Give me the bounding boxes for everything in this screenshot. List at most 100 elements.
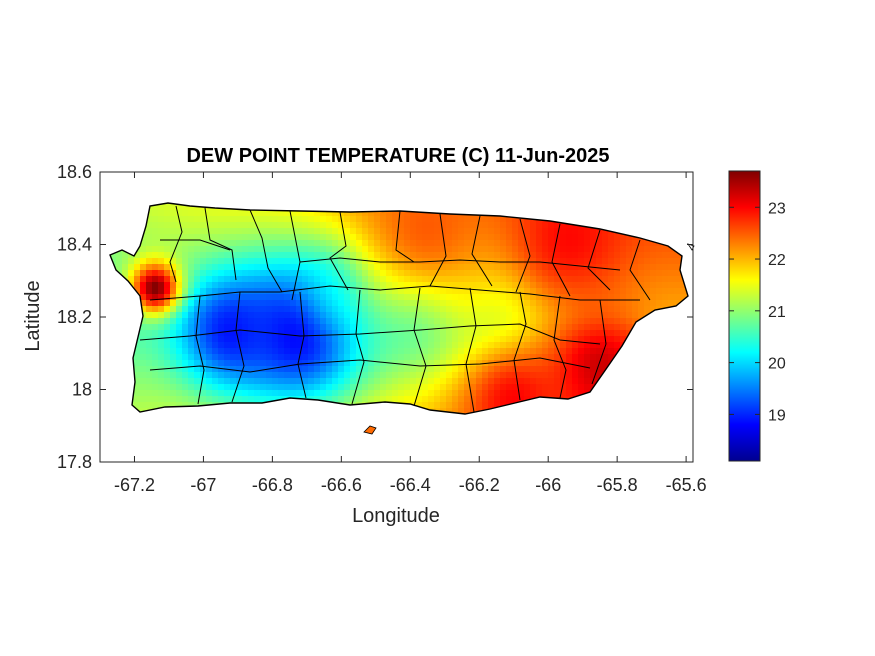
field-cell (200, 234, 207, 241)
field-cell (146, 348, 153, 355)
field-cell (428, 354, 435, 361)
field-cell (548, 366, 555, 373)
field-cell (314, 264, 321, 271)
field-cell (668, 294, 675, 301)
field-cell (146, 372, 153, 379)
field-cell (272, 342, 279, 349)
field-cell (164, 372, 171, 379)
field-cell (476, 234, 483, 241)
field-cell (452, 366, 459, 373)
field-cell (518, 264, 525, 271)
field-cell (386, 342, 393, 349)
field-cell (458, 390, 465, 397)
field-cell (224, 264, 231, 271)
field-cell (266, 318, 273, 325)
field-cell (182, 258, 189, 265)
field-cell (368, 228, 375, 235)
field-cell (566, 372, 573, 379)
field-cell (566, 354, 573, 361)
field-cell (224, 252, 231, 259)
field-cell (176, 306, 183, 313)
field-cell (494, 384, 501, 391)
field-cell (218, 276, 225, 283)
field-cell (302, 228, 309, 235)
field-cell (662, 252, 669, 259)
field-cell (302, 300, 309, 307)
field-cell (194, 384, 201, 391)
field-cell (206, 288, 213, 295)
field-cell (500, 270, 507, 277)
field-cell (404, 384, 411, 391)
field-cell (218, 264, 225, 271)
field-cell (230, 282, 237, 289)
field-cell (206, 384, 213, 391)
field-cell (464, 258, 471, 265)
field-cell (428, 222, 435, 229)
field-cell (296, 336, 303, 343)
field-cell (176, 390, 183, 397)
field-cell (164, 288, 171, 295)
field-cell (470, 354, 477, 361)
field-cell (488, 318, 495, 325)
field-cell (548, 234, 555, 241)
field-cell (410, 348, 417, 355)
field-cell (188, 372, 195, 379)
field-cell (350, 216, 357, 223)
field-cell (368, 252, 375, 259)
field-cell (296, 294, 303, 301)
field-cell (266, 222, 273, 229)
field-cell (242, 276, 249, 283)
field-cell (476, 312, 483, 319)
colorbar-tick-label: 21 (768, 304, 786, 321)
field-cell (224, 306, 231, 313)
field-cell (482, 216, 489, 223)
field-cell (608, 282, 615, 289)
field-cell (530, 288, 537, 295)
field-cell (542, 240, 549, 247)
field-cell (146, 390, 153, 397)
field-cell (374, 360, 381, 367)
field-cell (302, 264, 309, 271)
field-cell (356, 270, 363, 277)
field-cell (650, 276, 657, 283)
field-cell (320, 312, 327, 319)
field-cell (266, 246, 273, 253)
field-cell (446, 288, 453, 295)
field-cell (548, 324, 555, 331)
field-cell (152, 396, 159, 403)
field-cell (482, 366, 489, 373)
field-cell (326, 300, 333, 307)
field-cell (236, 258, 243, 265)
field-cell (542, 234, 549, 241)
y-axis-label: Latitude (22, 280, 44, 351)
field-cell (146, 318, 153, 325)
field-cell (524, 366, 531, 373)
field-cell (374, 300, 381, 307)
field-cell (170, 348, 177, 355)
field-cell (542, 390, 549, 397)
field-cell (200, 312, 207, 319)
field-cell (284, 366, 291, 373)
field-cell (422, 228, 429, 235)
field-cell (452, 294, 459, 301)
field-cell (674, 258, 681, 265)
field-cell (410, 390, 417, 397)
field-cell (242, 336, 249, 343)
field-cell (254, 240, 261, 247)
field-cell (326, 360, 333, 367)
field-cell (446, 366, 453, 373)
field-cell (476, 252, 483, 259)
field-cell (200, 300, 207, 307)
field-cell (368, 384, 375, 391)
field-cell (332, 324, 339, 331)
field-cell (446, 228, 453, 235)
field-cell (230, 372, 237, 379)
field-cell (296, 360, 303, 367)
field-cell (194, 366, 201, 373)
field-cell (260, 324, 267, 331)
field-cell (662, 288, 669, 295)
field-cell (272, 366, 279, 373)
field-cell (284, 312, 291, 319)
field-cell (218, 300, 225, 307)
field-cell (500, 378, 507, 385)
